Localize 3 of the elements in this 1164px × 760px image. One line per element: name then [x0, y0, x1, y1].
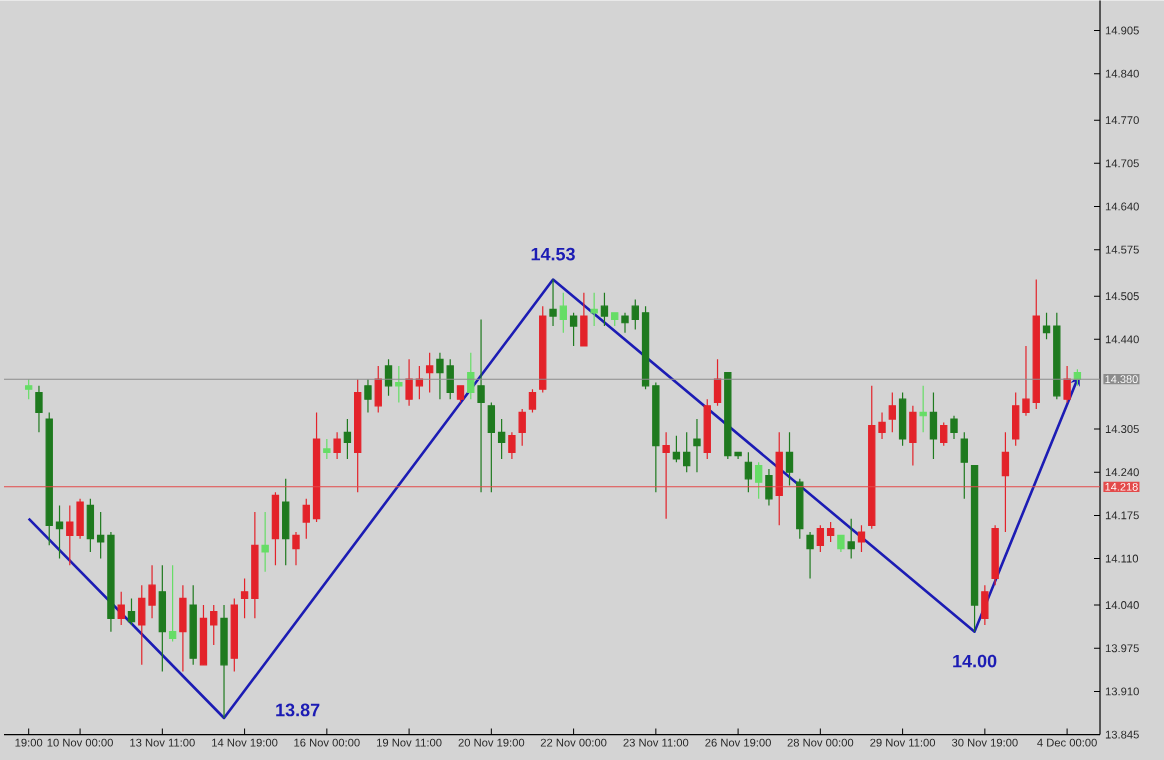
- annotation: 13.87: [276, 703, 320, 717]
- annotation: 14.53: [531, 247, 575, 261]
- annotation: 14.00: [953, 654, 997, 668]
